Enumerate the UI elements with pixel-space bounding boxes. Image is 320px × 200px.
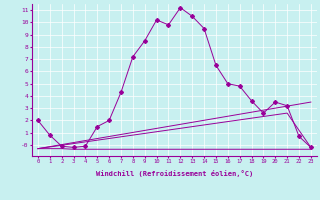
X-axis label: Windchill (Refroidissement éolien,°C): Windchill (Refroidissement éolien,°C) bbox=[96, 170, 253, 177]
